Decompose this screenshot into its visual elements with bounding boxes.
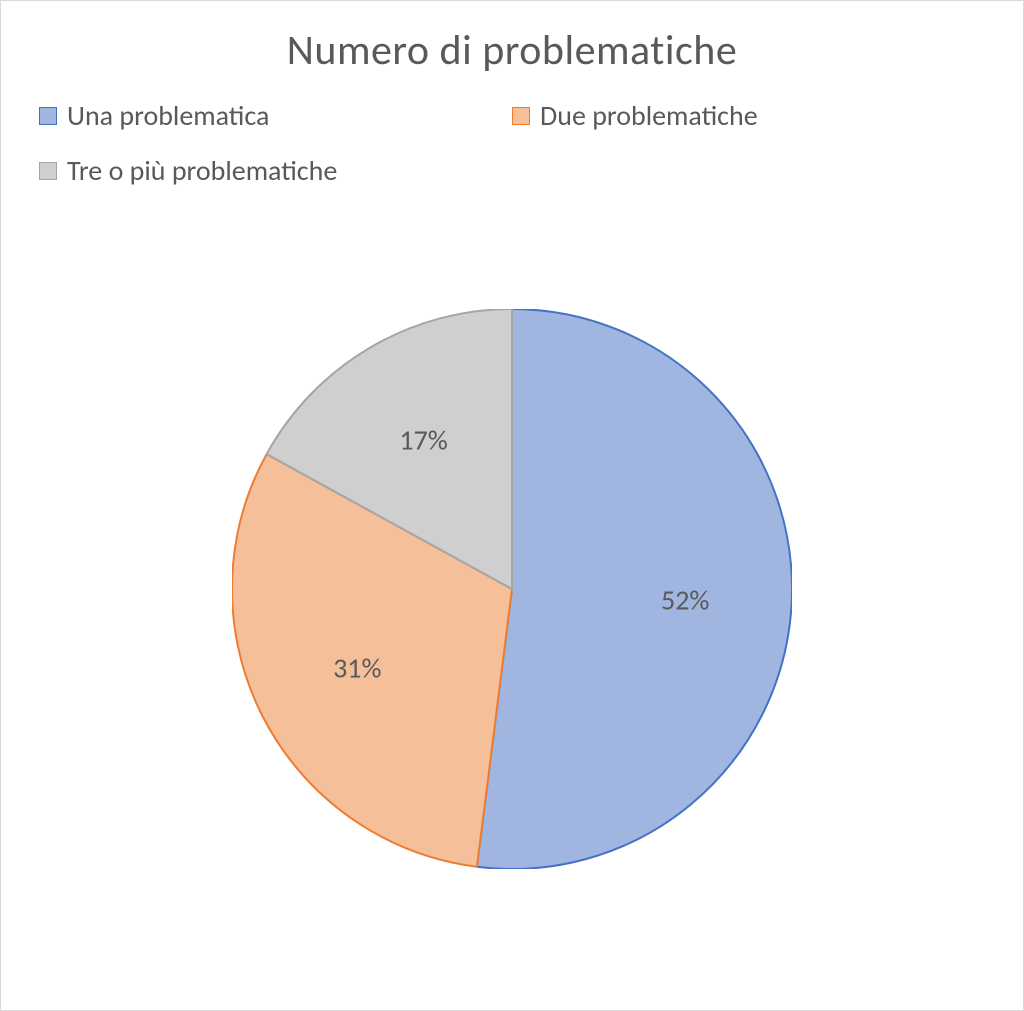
plot-area: 52% 31% 17% (31, 198, 993, 980)
legend: Una problematica Due problematiche Tre o… (31, 94, 993, 188)
legend-label-0: Una problematica (67, 98, 269, 133)
chart-frame: Numero di problematiche Una problematica… (0, 0, 1024, 1011)
slice-label-2: 17% (399, 422, 447, 457)
slice-label-0: 52% (661, 582, 709, 617)
pie-slice-0 (477, 309, 792, 869)
legend-item-2: Tre o più problematiche (39, 153, 985, 188)
legend-item-0: Una problematica (39, 98, 512, 133)
legend-swatch-0 (39, 107, 57, 125)
legend-swatch-2 (39, 162, 57, 180)
pie-chart: 52% 31% 17% (232, 309, 792, 869)
legend-label-1: Due problematiche (540, 98, 758, 133)
slice-label-1: 31% (333, 650, 381, 685)
legend-label-2: Tre o più problematiche (67, 153, 337, 188)
legend-item-1: Due problematiche (512, 98, 985, 133)
chart-title: Numero di problematiche (31, 25, 993, 76)
legend-swatch-1 (512, 107, 530, 125)
